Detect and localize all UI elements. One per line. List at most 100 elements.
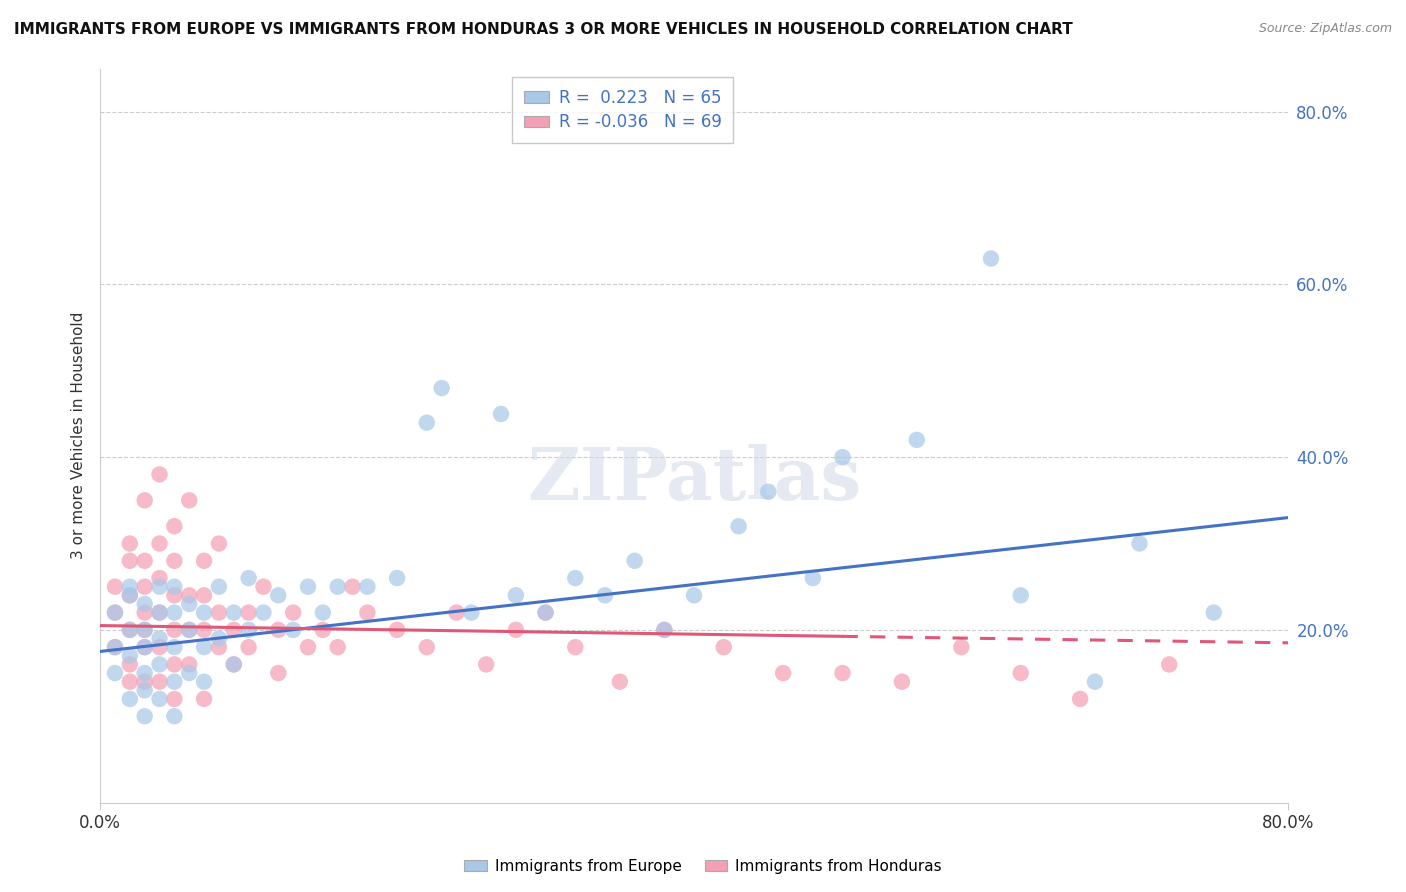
Point	[179, 623, 201, 637]
Text: IMMIGRANTS FROM EUROPE VS IMMIGRANTS FROM HONDURAS 3 OR MORE VEHICLES IN HOUSEHO: IMMIGRANTS FROM EUROPE VS IMMIGRANTS FRO…	[14, 22, 1073, 37]
Point	[193, 623, 215, 637]
Point	[208, 580, 231, 594]
Point	[193, 554, 215, 568]
Point	[208, 632, 231, 646]
Point	[1084, 674, 1107, 689]
Point	[980, 252, 1002, 266]
Point	[104, 606, 127, 620]
Point	[623, 554, 645, 568]
Point	[193, 640, 215, 654]
Point	[505, 588, 527, 602]
Point	[134, 674, 156, 689]
Point	[179, 623, 201, 637]
Point	[179, 493, 201, 508]
Point	[890, 674, 912, 689]
Point	[1010, 666, 1032, 681]
Point	[222, 657, 245, 672]
Point	[104, 640, 127, 654]
Point	[148, 467, 170, 482]
Point	[163, 623, 186, 637]
Point	[118, 554, 141, 568]
Point	[104, 666, 127, 681]
Point	[534, 606, 557, 620]
Point	[1128, 536, 1150, 550]
Point	[222, 623, 245, 637]
Point	[104, 606, 127, 620]
Point	[1202, 606, 1225, 620]
Point	[179, 657, 201, 672]
Point	[831, 450, 853, 464]
Point	[163, 709, 186, 723]
Point	[163, 554, 186, 568]
Point	[134, 709, 156, 723]
Point	[118, 674, 141, 689]
Point	[385, 623, 408, 637]
Point	[312, 606, 335, 620]
Point	[148, 640, 170, 654]
Point	[134, 640, 156, 654]
Point	[179, 597, 201, 611]
Point	[134, 666, 156, 681]
Point	[118, 657, 141, 672]
Point	[208, 606, 231, 620]
Point	[179, 588, 201, 602]
Point	[342, 580, 364, 594]
Point	[118, 623, 141, 637]
Point	[193, 674, 215, 689]
Point	[134, 580, 156, 594]
Point	[134, 597, 156, 611]
Point	[163, 674, 186, 689]
Point	[148, 606, 170, 620]
Point	[148, 571, 170, 585]
Point	[148, 536, 170, 550]
Point	[148, 674, 170, 689]
Point	[564, 640, 586, 654]
Point	[505, 623, 527, 637]
Point	[283, 606, 305, 620]
Point	[238, 640, 260, 654]
Point	[118, 536, 141, 550]
Point	[593, 588, 616, 602]
Point	[654, 623, 676, 637]
Point	[179, 666, 201, 681]
Point	[727, 519, 749, 533]
Point	[267, 666, 290, 681]
Point	[801, 571, 824, 585]
Point	[416, 416, 439, 430]
Point	[104, 580, 127, 594]
Point	[905, 433, 928, 447]
Point	[772, 666, 794, 681]
Point	[222, 657, 245, 672]
Point	[356, 606, 378, 620]
Point	[252, 606, 274, 620]
Point	[134, 640, 156, 654]
Point	[193, 588, 215, 602]
Point	[267, 588, 290, 602]
Point	[148, 692, 170, 706]
Point	[356, 580, 378, 594]
Point	[446, 606, 468, 620]
Point	[460, 606, 482, 620]
Point	[831, 666, 853, 681]
Point	[193, 606, 215, 620]
Point	[134, 493, 156, 508]
Point	[134, 623, 156, 637]
Point	[1069, 692, 1091, 706]
Point	[134, 623, 156, 637]
Text: ZIPatlas: ZIPatlas	[527, 444, 860, 515]
Point	[163, 640, 186, 654]
Point	[163, 692, 186, 706]
Point	[134, 554, 156, 568]
Point	[118, 648, 141, 663]
Point	[297, 580, 319, 594]
Point	[950, 640, 973, 654]
Point	[118, 580, 141, 594]
Point	[326, 640, 349, 654]
Point	[654, 623, 676, 637]
Point	[267, 623, 290, 637]
Point	[238, 623, 260, 637]
Point	[283, 623, 305, 637]
Point	[163, 580, 186, 594]
Point	[163, 606, 186, 620]
Point	[297, 640, 319, 654]
